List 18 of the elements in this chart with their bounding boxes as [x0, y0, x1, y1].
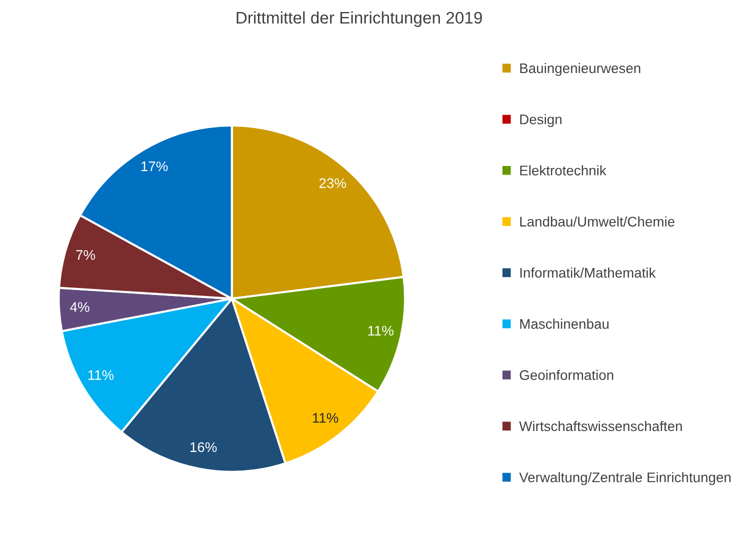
data-label: 11% [88, 370, 114, 380]
legend-label: Landbau/Umwelt/Chemie [520, 216, 674, 227]
data-label: 17% [141, 161, 168, 172]
legend-label: Geoinformation [520, 370, 614, 380]
data-label: 11% [312, 413, 338, 423]
chart-title: Drittmittel der Einrichtungen 2019 [236, 11, 482, 27]
legend-label: Wirtschaftswissenschaften [519, 420, 682, 432]
data-label: 7% [76, 250, 96, 260]
data-label: 11% [368, 326, 394, 336]
data-label: 23% [319, 178, 346, 188]
legend-label: Informatik/Mathematik [520, 268, 656, 278]
data-label: 4% [70, 302, 90, 312]
legend-label: Verwaltung/Zentrale Einrichtungen [519, 472, 731, 486]
legend-label: Maschinenbau [520, 318, 609, 329]
legend-label: Bauingenieurwesen [520, 62, 640, 76]
legend-label: Design [520, 114, 562, 128]
data-label: 16% [190, 442, 217, 452]
legend-label: Elektrotechnik [520, 165, 606, 176]
